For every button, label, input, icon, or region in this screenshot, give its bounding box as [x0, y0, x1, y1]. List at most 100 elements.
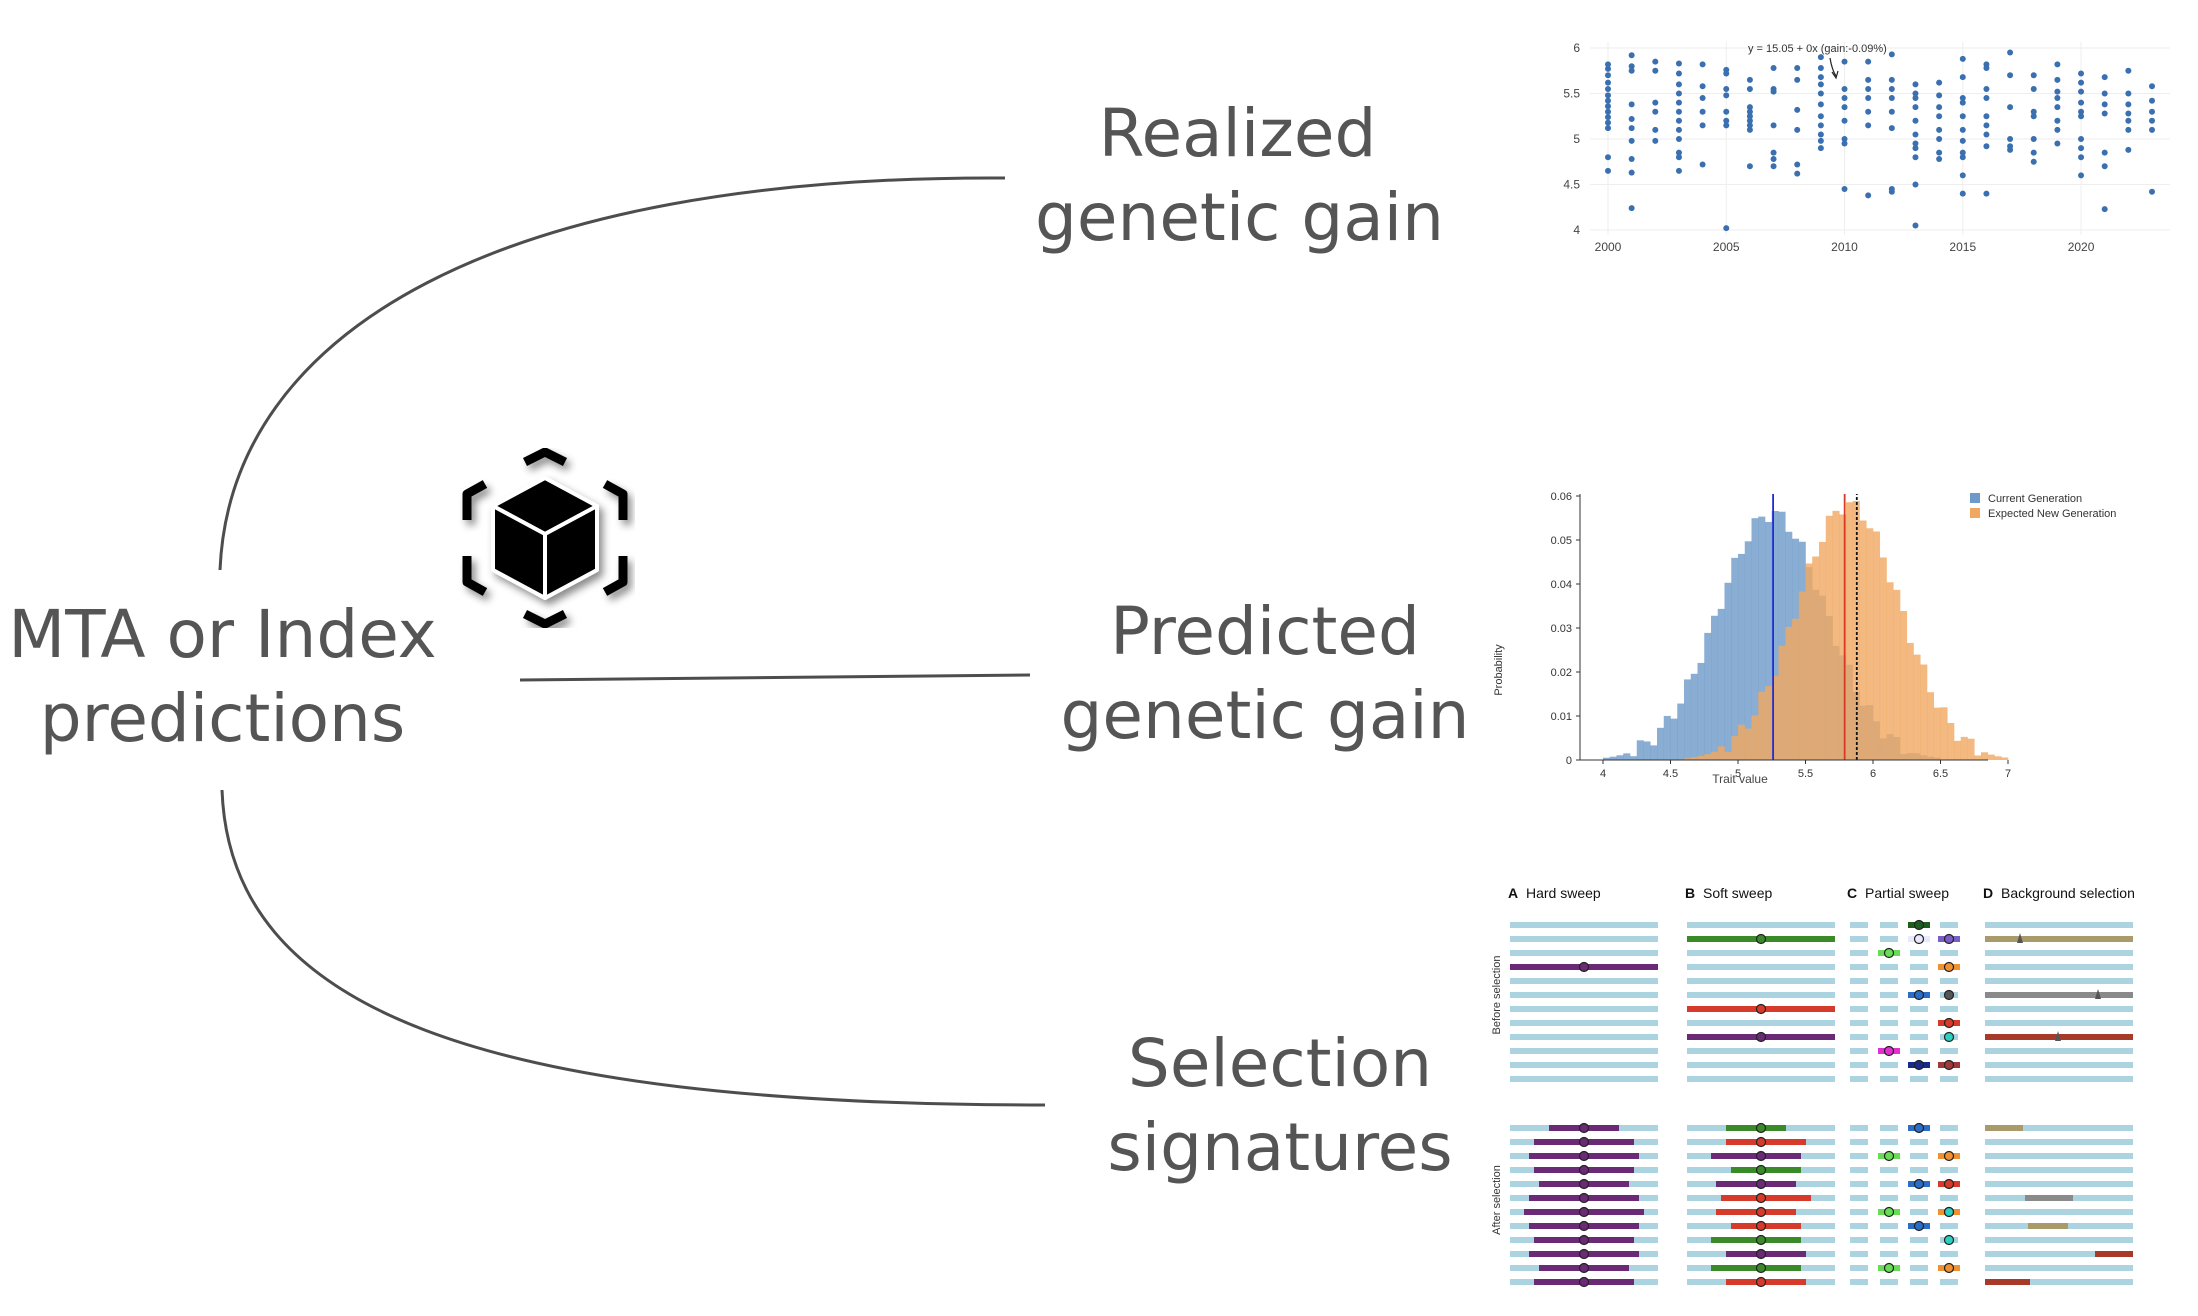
haplotype-line: [1850, 1062, 1868, 1068]
haplotype-line: [2025, 1195, 2073, 1201]
haplotype-line: [1850, 1006, 1868, 1012]
haplotype-line: [1940, 1251, 1958, 1257]
haplotype-line: [1910, 1265, 1928, 1271]
scatter-point: [1865, 192, 1872, 199]
scatter-point: [2125, 90, 2132, 97]
scatter-point: [1605, 119, 1611, 126]
scatter-point: [1652, 67, 1659, 74]
scatter-point: [1959, 172, 1966, 179]
scatter-point: [1959, 74, 1966, 81]
scatter-point: [1865, 85, 1872, 92]
scatter-point: [2054, 76, 2061, 83]
scatter-point: [1628, 156, 1635, 163]
hist-bar: [1947, 723, 1955, 760]
scatter-point: [1628, 115, 1635, 122]
hist-bar: [1798, 591, 1806, 760]
branch-selection-line1: Selection: [1127, 1025, 1433, 1102]
haplotype-line: [1940, 1048, 1958, 1054]
scatter-point: [2054, 117, 2061, 124]
haplotype-marker: [1578, 961, 1590, 973]
hist-bar: [1609, 756, 1617, 760]
scatter-point: [1888, 95, 1895, 102]
haplotype-line: [1880, 1251, 1898, 1257]
connector-top: [218, 176, 1006, 571]
haplotype-line: [1985, 978, 2133, 984]
scatter-point: [2007, 72, 2014, 79]
haplotype-marker: [1913, 989, 1925, 1001]
haplotype-line: [1910, 1251, 1928, 1257]
hist-bar: [1650, 745, 1658, 760]
scatter-point: [2078, 88, 2085, 95]
hist-bar: [1920, 664, 1928, 760]
haplotype-line: [1985, 1139, 2133, 1145]
haplotype-line: [1985, 1125, 2133, 1131]
hist-x-tick-label: 5.5: [1798, 768, 1813, 780]
hist-bar: [1765, 686, 1773, 760]
scatter-point: [1746, 104, 1753, 111]
hist-xlabel: Trait value: [1712, 772, 1768, 786]
haplotype-line: [1850, 1167, 1868, 1173]
scatter-point: [1605, 72, 1611, 79]
haplotype-line: [1910, 1237, 1928, 1243]
hist-bar: [1731, 736, 1739, 760]
haplotype-line: [1880, 978, 1898, 984]
hist-bar: [1886, 582, 1894, 760]
haplotype-marker: [1755, 1248, 1767, 1260]
hist-bar: [1852, 500, 1860, 760]
hist-bar: [1981, 752, 1989, 760]
haplotype-line: [1940, 1195, 1958, 1201]
scatter-point: [2030, 158, 2037, 165]
haplotype-line: [1910, 1195, 1928, 1201]
connector-bottom: [220, 789, 1046, 1107]
panel-b-header: B Soft sweep: [1685, 885, 1772, 901]
scatter-point: [1699, 122, 1706, 129]
scatter-point: [1628, 67, 1635, 74]
scatter-point: [1770, 149, 1777, 156]
scatter-point: [1841, 186, 1848, 193]
cube-icon: [462, 448, 628, 628]
hist-bar: [1987, 754, 1995, 760]
haplotype-line: [1985, 1020, 2133, 1026]
haplotype-line: [1910, 1048, 1928, 1054]
hist-bar: [1657, 727, 1665, 760]
hist-bar: [1765, 521, 1773, 760]
hist-bar: [1751, 518, 1759, 760]
scatter-point: [1794, 65, 1801, 72]
scatter-point: [1912, 95, 1919, 102]
scatter-point: [1959, 99, 1966, 106]
scatter-point: [2054, 104, 2061, 111]
haplotype-line: [1985, 1006, 2133, 1012]
hist-bar: [1744, 541, 1752, 760]
haplotype-line: [1850, 1209, 1868, 1215]
haplotype-line: [1985, 1237, 2133, 1243]
haplotype-line: [1687, 1062, 1835, 1068]
haplotype-marker: [1913, 919, 1925, 931]
scatter-point: [1699, 95, 1706, 102]
scatter-point: [1912, 140, 1919, 147]
scatter-point: [1652, 99, 1659, 106]
haplotype-line: [1910, 1153, 1928, 1159]
scatter-point: [2125, 67, 2132, 74]
sweep-diagram: A Hard sweep B Soft sweep C Partial swee…: [1491, 885, 2135, 1288]
scatter-point: [2078, 172, 2085, 179]
scatter-point: [1817, 65, 1824, 72]
hist-bar: [1697, 662, 1705, 760]
scatter-point: [2007, 136, 2014, 142]
haplotype-marker: [1755, 1164, 1767, 1176]
scatter-point: [1628, 63, 1635, 70]
scatter-annotation: y = 15.05 + 0x (gain:-0.09%): [1748, 43, 1887, 55]
haplotype-marker: [1755, 933, 1767, 945]
haplotype-line: [1985, 1209, 2133, 1215]
haplotype-line: [1880, 1195, 1898, 1201]
scatter-point: [1983, 143, 1990, 150]
haplotype-line: [1687, 1048, 1835, 1054]
haplotype-line: [1985, 936, 2133, 942]
haplotype-marker: [1883, 947, 1895, 959]
haplotype-line: [1940, 1076, 1958, 1082]
scatter-point: [1959, 113, 1966, 120]
scatter-point: [1817, 101, 1824, 108]
annotation-arrow: [1829, 57, 1837, 77]
scatter-point: [1628, 52, 1635, 59]
haplotype-marker: [1755, 1262, 1767, 1274]
hist-y-tick-label: 0.06: [1551, 491, 1572, 503]
